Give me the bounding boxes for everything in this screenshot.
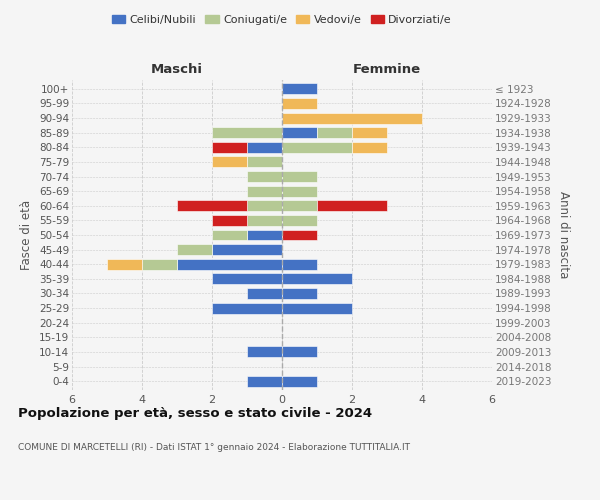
Bar [317,127,352,138]
Bar [282,259,317,270]
Bar [212,215,247,226]
Bar [212,244,282,255]
Bar [282,98,317,109]
Bar [282,186,317,196]
Bar [247,376,282,386]
Bar [282,84,317,94]
Bar [282,376,317,386]
Bar [352,142,387,152]
Bar [247,171,282,182]
Bar [247,215,282,226]
Legend: Celibi/Nubili, Coniugati/e, Vedovi/e, Divorziati/e: Celibi/Nubili, Coniugati/e, Vedovi/e, Di… [107,10,457,29]
Bar [282,142,352,152]
Bar [247,156,282,168]
Bar [212,156,247,168]
Bar [142,259,177,270]
Bar [247,346,282,358]
Bar [282,215,317,226]
Bar [317,200,387,211]
Bar [247,230,282,240]
Bar [247,142,282,152]
Bar [107,259,142,270]
Bar [247,200,282,211]
Text: Popolazione per età, sesso e stato civile - 2024: Popolazione per età, sesso e stato civil… [18,408,372,420]
Bar [282,127,317,138]
Bar [247,186,282,196]
Text: COMUNE DI MARCETELLI (RI) - Dati ISTAT 1° gennaio 2024 - Elaborazione TUTTITALIA: COMUNE DI MARCETELLI (RI) - Dati ISTAT 1… [18,442,410,452]
Bar [247,288,282,299]
Text: Femmine: Femmine [353,62,421,76]
Bar [177,259,282,270]
Bar [352,127,387,138]
Bar [282,302,352,314]
Bar [177,200,247,211]
Bar [282,346,317,358]
Y-axis label: Anni di nascita: Anni di nascita [557,192,570,278]
Bar [212,274,282,284]
Bar [177,244,212,255]
Bar [212,142,247,152]
Bar [212,302,282,314]
Y-axis label: Fasce di età: Fasce di età [20,200,34,270]
Bar [212,230,247,240]
Bar [282,200,317,211]
Bar [212,127,282,138]
Bar [282,274,352,284]
Bar [282,288,317,299]
Bar [282,230,317,240]
Text: Maschi: Maschi [151,62,203,76]
Bar [282,112,422,124]
Bar [282,171,317,182]
